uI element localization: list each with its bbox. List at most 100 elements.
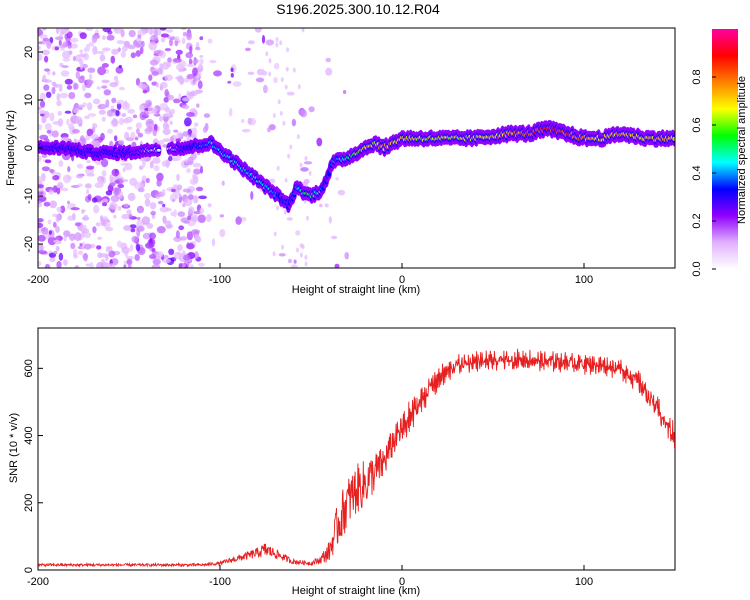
heatmap-cell [56,93,61,101]
heatmap-cell [87,113,97,117]
heatmap-cell [41,117,46,121]
heatmap-cell [186,112,195,117]
heatmap-cell [101,47,111,52]
heatmap-cell [61,65,69,69]
heatmap-cell [272,251,276,257]
heatmap-cell [93,204,100,214]
heatmap-cell [70,185,80,188]
heatmap-cell [199,207,205,214]
heatmap-cell [79,32,87,40]
heatmap-cell [87,193,92,201]
colorbar-gradient [712,29,738,269]
heatmap-cell [296,134,300,140]
heatmap-cell [188,263,194,268]
heatmap-cell [176,173,180,182]
heatmap-cell [330,235,338,240]
heatmap-cell [44,263,51,268]
heatmap-cell [44,123,52,131]
heatmap-cell [207,38,213,44]
heatmap-cell [296,247,299,253]
heatmap-cell [176,63,185,71]
heatmap-cell [124,100,128,108]
heatmap-cell [102,198,108,204]
heatmap-cell [67,44,72,49]
heatmap-cell [77,104,85,109]
snr-y-label: SNR (10 * v/v) [8,413,20,483]
heatmap-y-label: Frequency (Hz) [5,110,17,186]
heatmap-cell [151,81,158,86]
ridge-core [156,148,161,152]
heatmap-cell [81,209,86,213]
heatmap-cell [38,175,42,183]
heatmap-cell [299,252,303,258]
heatmap-cell [101,79,110,84]
heatmap-cell [72,107,80,114]
heatmap-cell [49,112,55,122]
heatmap-cell [162,113,172,117]
heatmap-cell [116,40,125,45]
heatmap-cell [177,184,183,191]
heatmap-cell [291,118,297,127]
heatmap-cell [39,100,46,108]
heatmap-cell [79,49,83,54]
heatmap-cell [78,76,85,84]
heatmap-cell [38,226,43,234]
heatmap-cell [58,160,64,168]
heatmap-cell [83,252,88,262]
heatmap-cell [38,184,44,189]
heatmap-cell [198,195,208,200]
heatmap-cell [39,110,46,115]
heatmap-cell [92,46,98,55]
heatmap-cell [149,36,155,40]
heatmap-cell [194,195,198,203]
snr-series-line [38,348,675,568]
heatmap-cell [52,121,61,125]
heatmap-cell [151,71,159,76]
heatmap-cell [268,58,272,64]
heatmap-cell [130,228,136,233]
colorbar-tick-label: 0.4 [691,165,703,180]
heatmap-cell [70,242,76,250]
heatmap-cell [66,118,70,126]
heatmap-cell [75,116,83,125]
heatmap-cell [177,75,183,82]
heatmap-cell [289,144,293,150]
heatmap-cell [206,214,212,222]
heatmap-cell [111,48,119,55]
heatmap-cell [149,202,157,210]
heatmap-cell [126,256,135,260]
heatmap-cell [135,44,142,48]
heatmap-cell [279,40,283,46]
heatmap-cell [128,213,133,220]
snr-x-tick-label: -100 [209,576,231,588]
heatmap-cell [137,132,144,138]
heatmap-cell [38,261,42,267]
heatmap-cell [101,85,108,89]
heatmap-cell [149,160,154,169]
heatmap-cell [150,210,156,216]
heatmap-cell [38,202,43,208]
heatmap-cell [89,262,94,268]
heatmap-cell [303,161,313,165]
heatmap-cell [38,218,44,223]
heatmap-cell [188,58,193,66]
heatmap-cell [324,203,329,208]
heatmap-cell [118,139,125,145]
heatmap-cell [38,41,44,45]
heatmap-cell [136,225,145,232]
snr-x-tick-label: -200 [27,576,49,588]
heatmap-cell [68,92,76,100]
heatmap-cell [92,122,96,128]
heatmap-cell [173,236,182,243]
heatmap-cell [111,118,118,127]
heatmap-cell [276,205,279,211]
heatmap-cell [159,115,163,122]
heatmap-cell [133,40,138,46]
heatmap-cell [279,110,283,116]
heatmap-cell [101,170,107,177]
heatmap-cell [191,127,197,136]
heatmap-cell [286,47,290,53]
heatmap-cell [40,172,46,182]
heatmap-cell [144,242,154,249]
heatmap-cell [97,103,107,110]
